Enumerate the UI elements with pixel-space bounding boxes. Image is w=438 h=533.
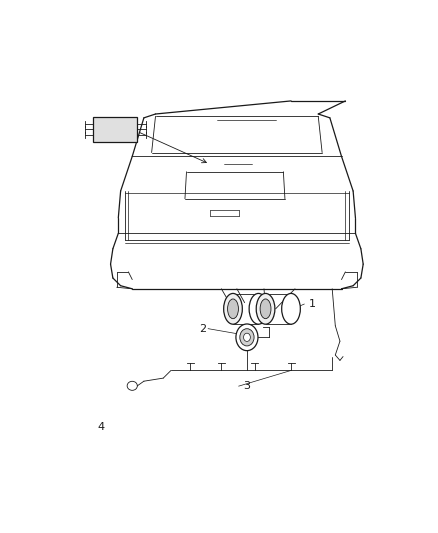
Text: 3: 3 <box>243 381 250 391</box>
Ellipse shape <box>244 333 251 342</box>
Text: 2: 2 <box>199 324 206 334</box>
Ellipse shape <box>240 329 254 346</box>
Ellipse shape <box>127 381 138 390</box>
Ellipse shape <box>249 294 268 324</box>
Text: 1: 1 <box>309 299 316 309</box>
Bar <box>93 117 137 142</box>
Ellipse shape <box>228 299 238 319</box>
Ellipse shape <box>260 299 271 319</box>
Ellipse shape <box>236 324 258 351</box>
Ellipse shape <box>224 294 242 324</box>
Text: 4: 4 <box>97 422 104 432</box>
Ellipse shape <box>282 294 300 324</box>
Ellipse shape <box>256 294 275 324</box>
